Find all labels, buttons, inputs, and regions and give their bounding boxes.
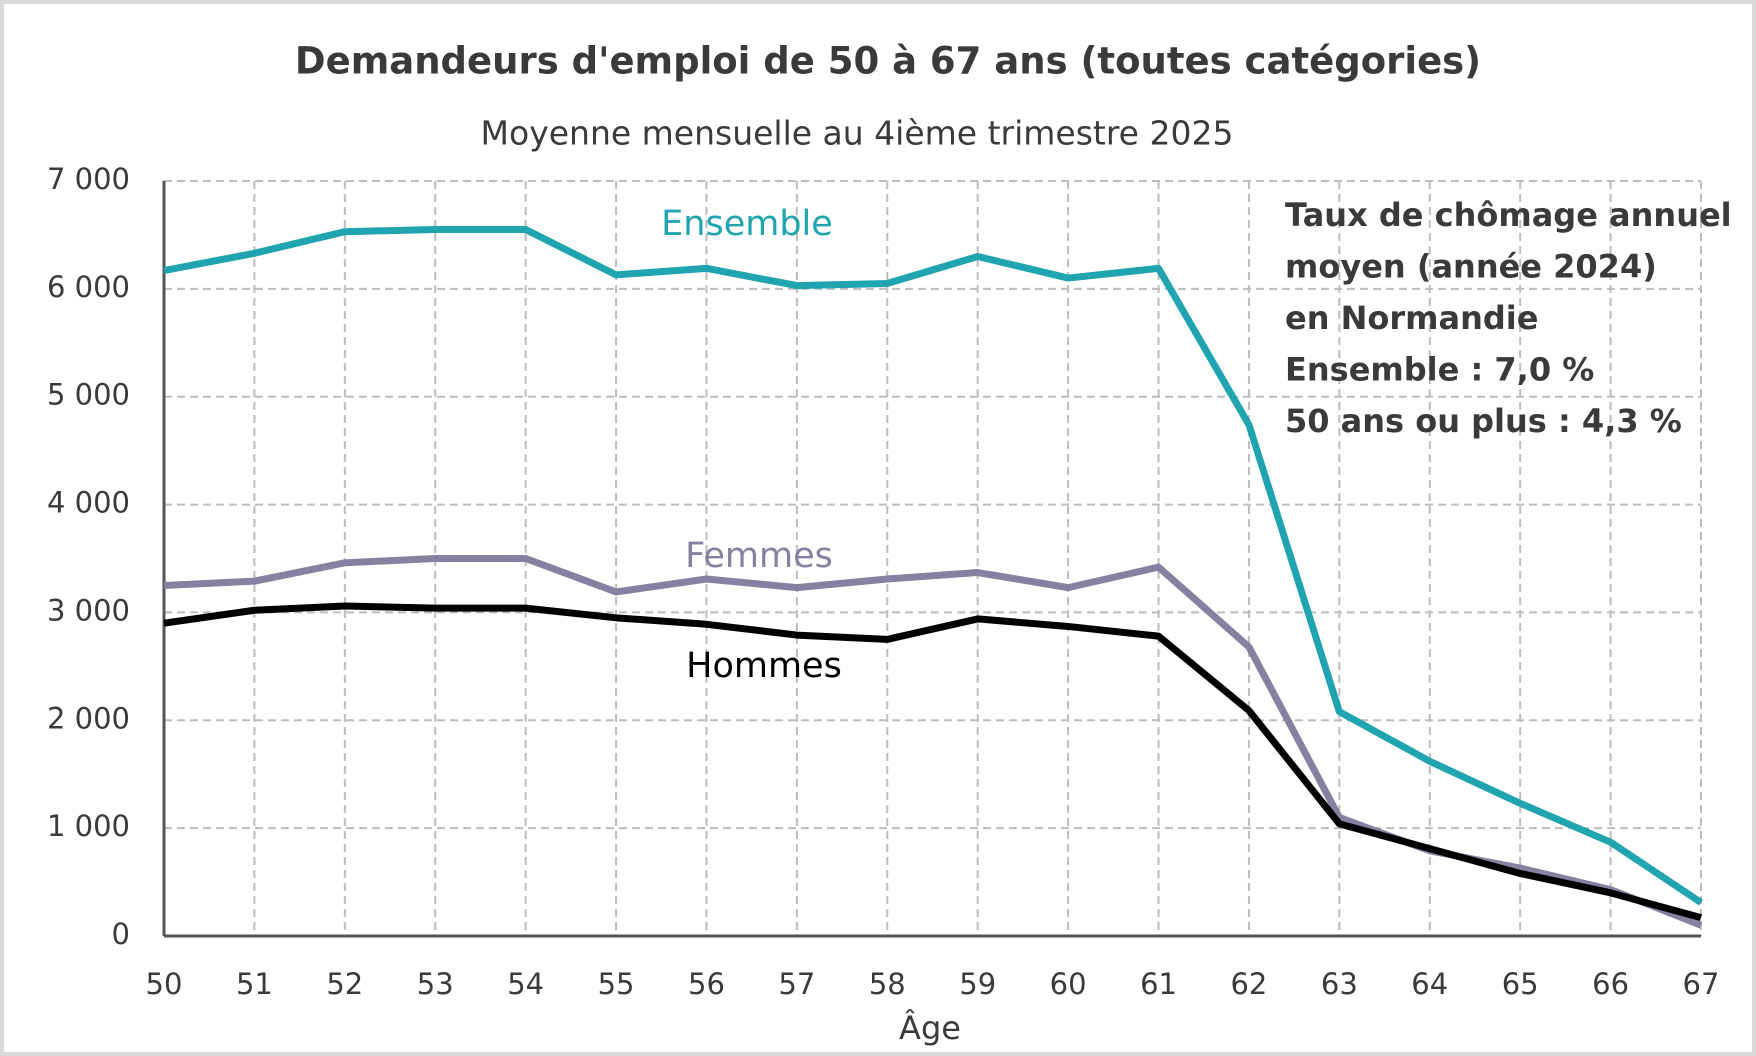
x-axis-label: Âge [899, 1009, 961, 1047]
x-tick-label: 63 [1321, 967, 1358, 1001]
x-tick-label: 56 [688, 967, 725, 1001]
annotation: en Normandie [1285, 299, 1538, 337]
x-tick-label: 58 [869, 967, 906, 1001]
y-tick-label: 2 000 [47, 701, 130, 735]
x-tick-label: 62 [1230, 967, 1267, 1001]
y-tick-label: 0 [112, 917, 130, 951]
chart-subtitle: Moyenne mensuelle au 4ième trimestre 202… [481, 114, 1234, 153]
x-tick-label: 57 [778, 967, 815, 1001]
x-tick-label: 61 [1140, 967, 1177, 1001]
x-tick-label: 53 [417, 967, 454, 1001]
series-line [163, 602, 1702, 922]
x-tick-label: 60 [1050, 967, 1087, 1001]
y-tick-label: 4 000 [47, 486, 130, 520]
series-label: Femmes [685, 536, 833, 576]
y-tick-label: 6 000 [47, 270, 130, 304]
series-line [163, 226, 1703, 906]
x-tick-label: 65 [1502, 967, 1539, 1001]
series-label: Hommes [686, 646, 842, 686]
x-tick-label: 59 [959, 967, 996, 1001]
x-tick-label: 50 [146, 967, 183, 1001]
x-tick-label: 55 [598, 967, 635, 1001]
annotation: moyen (année 2024) [1285, 248, 1657, 286]
x-tick-label: 64 [1411, 967, 1448, 1001]
series-label: Ensemble [661, 204, 833, 244]
annotation: Taux de chômage annuel [1285, 196, 1732, 234]
y-tick-label: 5 000 [47, 378, 130, 412]
chart-title: Demandeurs d'emploi de 50 à 67 ans (tout… [295, 40, 1481, 83]
annotation: 50 ans ou plus : 4,3 % [1285, 402, 1682, 440]
x-tick-label: 52 [326, 967, 363, 1001]
x-tick-label: 67 [1683, 967, 1720, 1001]
y-tick-label: 7 000 [47, 162, 130, 196]
y-tick-label: 3 000 [47, 593, 130, 627]
x-tick-label: 54 [507, 967, 544, 1001]
x-tick-label: 66 [1592, 967, 1629, 1001]
x-tick-label: 51 [236, 967, 273, 1001]
annotation: Ensemble : 7,0 % [1285, 351, 1594, 389]
y-tick-label: 1 000 [47, 809, 130, 843]
